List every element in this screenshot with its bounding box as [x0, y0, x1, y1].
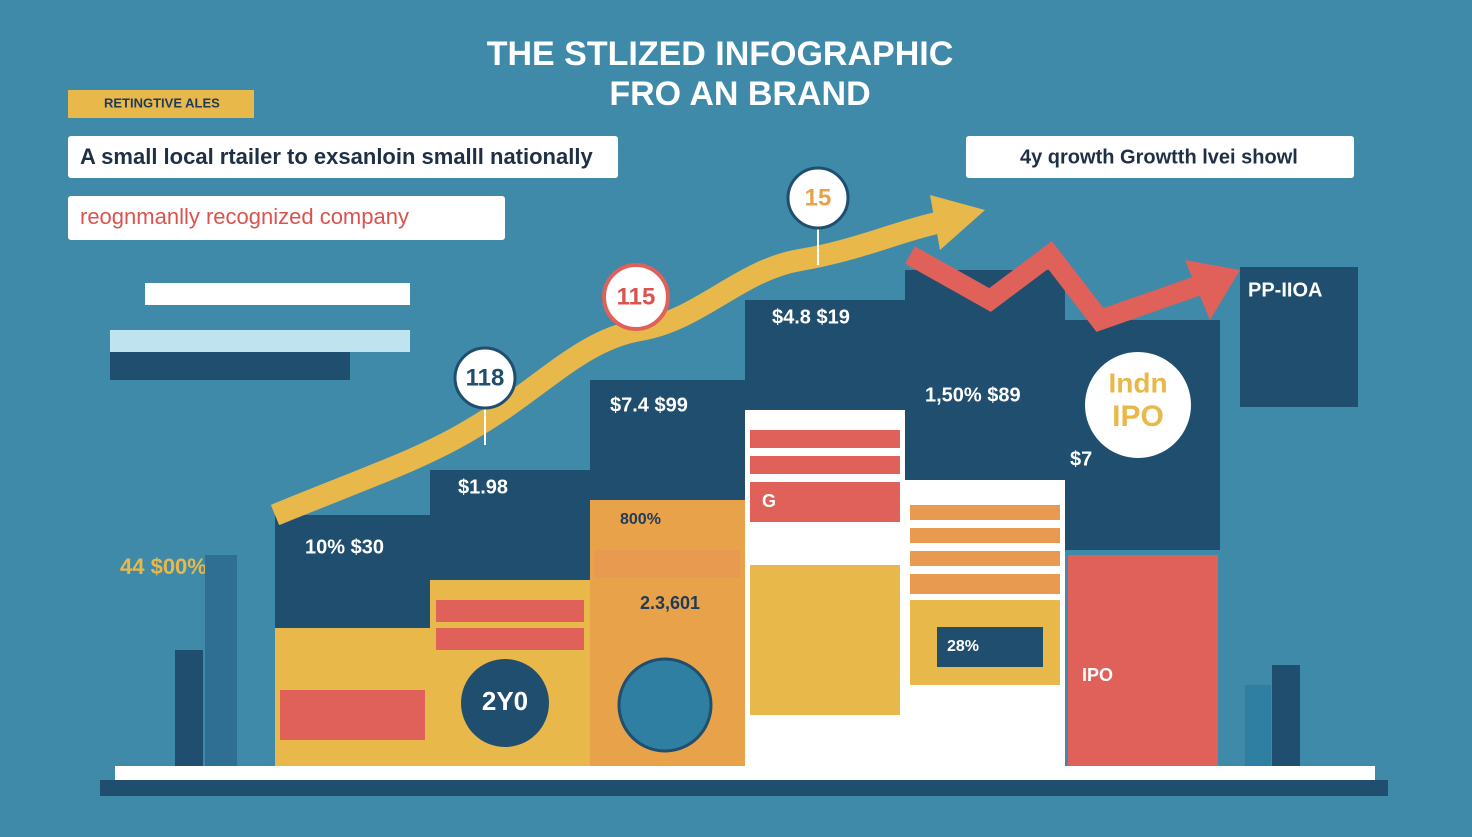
floor: [115, 766, 1375, 780]
column-headline: 1,50% $89: [925, 384, 1021, 406]
stripe: [750, 482, 900, 522]
stripe: [750, 430, 900, 448]
column-box: 2Y0: [482, 686, 528, 716]
stripe: [910, 551, 1060, 566]
milestone-label: 115: [617, 283, 656, 310]
badge: [617, 657, 713, 753]
left-stat: 44 $00%: [120, 554, 207, 579]
growth-arrow: [905, 241, 1204, 332]
stripe: [750, 456, 900, 474]
callout-box: [966, 136, 1354, 178]
stripe: [436, 600, 584, 622]
store: [145, 283, 410, 305]
bar-deco: [1272, 665, 1300, 768]
milestone: [786, 166, 850, 230]
floor: [100, 780, 1388, 796]
tag: RETINGTIVE ALES: [104, 95, 220, 110]
ipo-label: IPO: [1112, 400, 1164, 433]
bar-deco: [175, 650, 203, 768]
store: [110, 352, 350, 380]
stripe: [910, 574, 1060, 594]
panel: [1240, 267, 1358, 407]
stripe: [910, 528, 1060, 543]
bar-deco: [1245, 685, 1271, 768]
callout-box: [68, 136, 618, 178]
title: FRO AN BRAND: [609, 75, 870, 113]
column: [275, 515, 430, 628]
milestone: [453, 346, 517, 410]
column-base: [1068, 555, 1218, 768]
store: [110, 330, 410, 352]
column: [590, 380, 745, 500]
column-box: 2.3,601: [640, 593, 700, 613]
column-headline: $1.98: [458, 476, 508, 498]
column-headline: $7.4 $99: [610, 394, 688, 416]
column-box: G: [762, 491, 776, 511]
arrow-head: [1185, 260, 1240, 320]
milestone-label: 118: [466, 364, 505, 391]
panel-title: PP-IIOA: [1248, 279, 1322, 301]
title: THE STLIZED INFOGRAPHIC: [487, 35, 954, 73]
badge: [937, 627, 1043, 667]
stripe: [280, 690, 425, 740]
column-box: IPO: [1082, 665, 1113, 685]
column-box: 28%: [947, 638, 979, 655]
column-headline: $7: [1070, 448, 1092, 470]
milestone: [602, 263, 670, 331]
milestone-label: 15: [805, 184, 832, 211]
column-headline: 10% $30: [305, 536, 384, 558]
callout: reognmanlly recognized company: [80, 204, 409, 229]
callout: A small local rtailer to exsanloin small…: [80, 144, 593, 169]
growth-arrow: [270, 209, 953, 526]
badge: [461, 659, 549, 747]
column-box: 800%: [620, 511, 661, 528]
ipo-label: Indn: [1108, 367, 1167, 398]
stripe: [750, 565, 900, 715]
column: [430, 470, 590, 580]
callout-box: [68, 196, 505, 240]
column: [745, 300, 905, 410]
tag-box: [68, 90, 254, 118]
bar-deco: [205, 555, 237, 768]
stripe: [436, 628, 584, 650]
arrow-head: [930, 195, 985, 250]
callout: 4y qrowth Growtth lvei showl: [1020, 146, 1298, 168]
ipo-badge: [1081, 348, 1195, 462]
stripe: [910, 505, 1060, 520]
stripe: [594, 550, 740, 578]
column-headline: $4.8 $19: [772, 306, 850, 328]
